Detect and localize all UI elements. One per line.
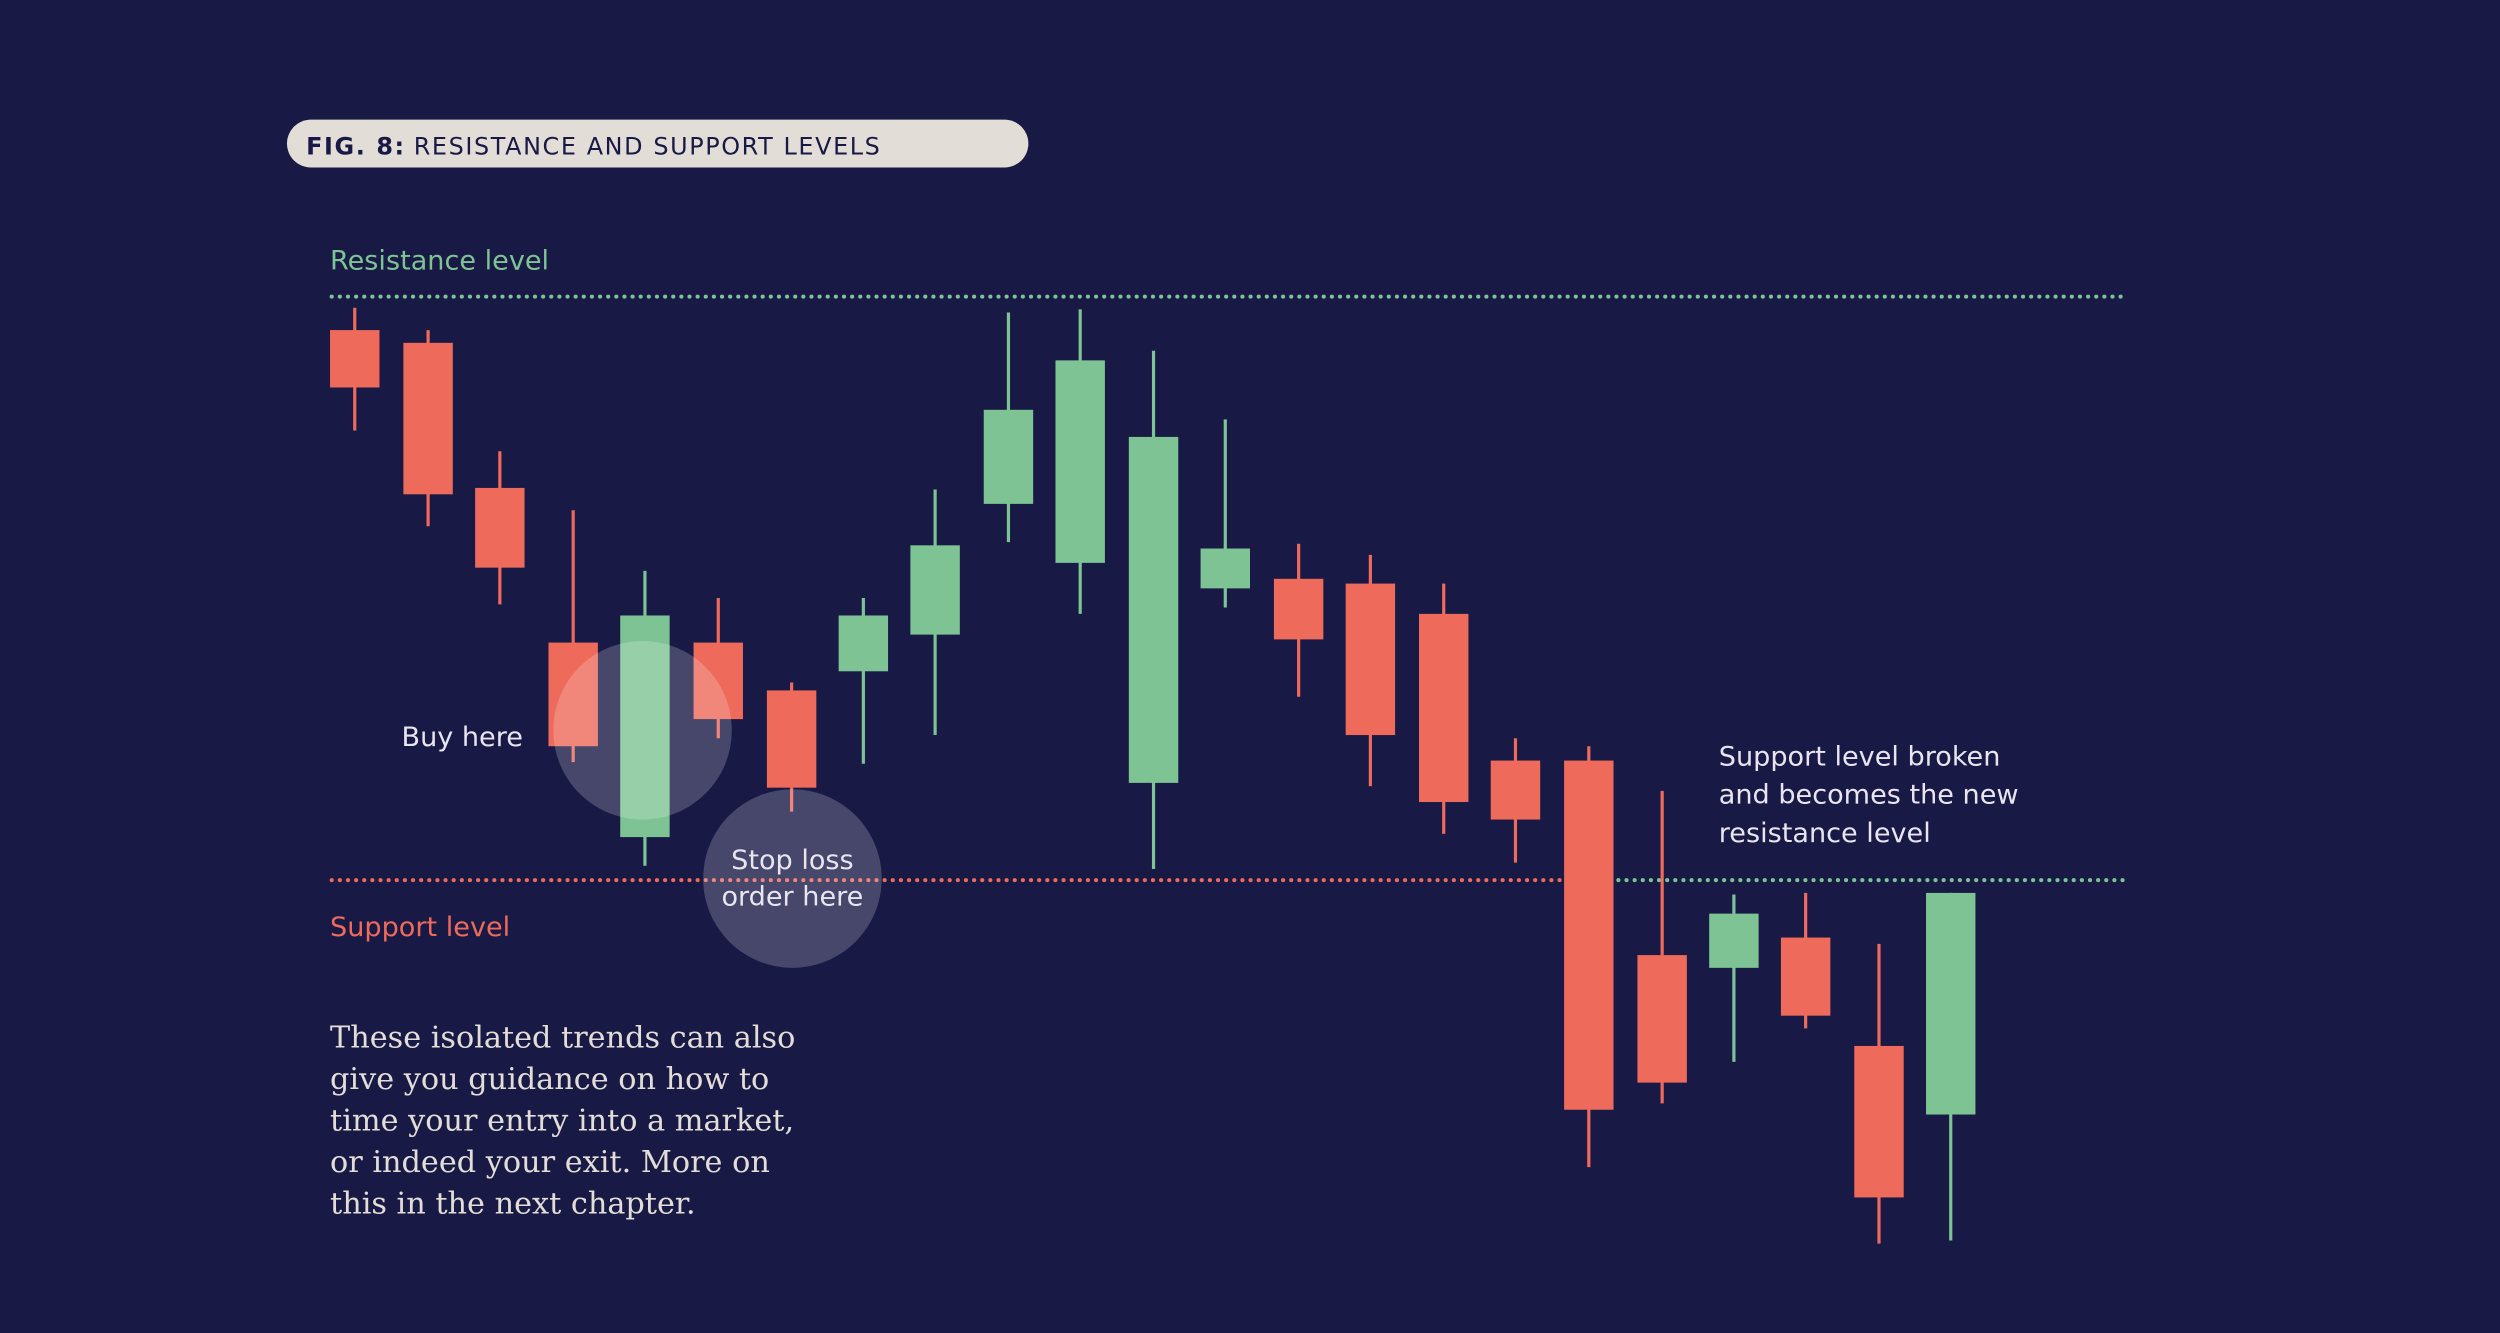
body-text: time your entry into a market,: [330, 1103, 794, 1138]
candle-body: [1419, 613, 1469, 803]
candle-body: [983, 409, 1034, 504]
broken-annotation: and becomes the new: [1719, 780, 2019, 811]
candle-body: [693, 642, 743, 720]
stop-loss-annotation: order here: [721, 882, 863, 913]
candle-body: [403, 342, 453, 495]
candle-body: [330, 330, 380, 388]
candle-body: [766, 690, 817, 788]
figure-label: FIG. 8:: [306, 133, 406, 161]
figure-title: RESISTANCE AND SUPPORT LEVELS: [414, 133, 882, 161]
body-text: this in the next chapter.: [330, 1186, 696, 1221]
candle-body: [1564, 760, 1614, 1110]
candle-body: [1490, 760, 1541, 820]
resistance-label: Resistance level: [330, 245, 549, 276]
candle-body: [910, 545, 960, 635]
candle-body: [1128, 436, 1179, 783]
candle-body: [1709, 913, 1759, 968]
broken-annotation: resistance level: [1719, 818, 1931, 849]
body-text: give you guidance on how to: [330, 1062, 769, 1097]
candle-body: [1780, 937, 1831, 1016]
candle-body: [1055, 360, 1105, 563]
candle-body: [838, 615, 889, 672]
candle-body: [1854, 1045, 1904, 1198]
stop-loss-annotation: Stop loss: [731, 845, 854, 876]
support-label: Support level: [330, 912, 510, 943]
stop-loss-circle: [703, 789, 882, 968]
broken-annotation: Support level broken: [1719, 741, 2001, 772]
candle-body: [475, 487, 525, 568]
candle-body: [548, 642, 598, 747]
figure-tag-text: FIG. 8: RESISTANCE AND SUPPORT LEVELS: [306, 133, 881, 161]
candle-body: [1345, 583, 1396, 736]
body-text: These isolated trends can also: [330, 1021, 795, 1056]
candle-body: [1926, 892, 1976, 1115]
body-text: or indeed your exit. More on: [330, 1145, 770, 1180]
buy-circle: [553, 640, 732, 820]
candles: [330, 307, 1976, 1244]
buy-annotation: Buy here: [401, 722, 522, 753]
candle-body: [1273, 578, 1324, 640]
candle-body: [1637, 955, 1687, 1083]
figure-tag: [286, 119, 1029, 168]
candle-body: [620, 615, 670, 838]
candle-body: [1200, 548, 1250, 589]
